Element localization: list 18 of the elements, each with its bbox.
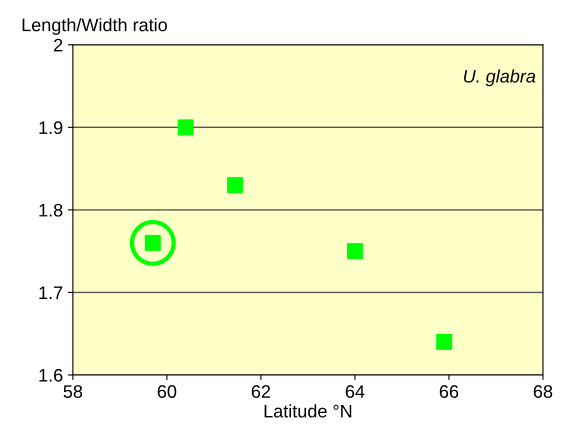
x-tick-label: 68 xyxy=(534,385,552,398)
x-tick-label: 58 xyxy=(64,385,82,398)
x-tick-label: 64 xyxy=(346,385,364,398)
x-axis-title: Latitude °N xyxy=(264,404,352,418)
y-axis-title: Length/Width ratio xyxy=(22,18,167,35)
point xyxy=(178,119,194,136)
x-tick-label: 60 xyxy=(158,385,176,398)
point xyxy=(346,243,363,260)
annotation: U. glabra xyxy=(464,69,536,86)
y-tick-label: 1.7 xyxy=(39,286,62,299)
y-tick-label: 1.9 xyxy=(39,121,62,134)
x-tick-label: 62 xyxy=(252,385,270,398)
y-tick-label: 2 xyxy=(54,38,62,52)
x-tick-label: 66 xyxy=(440,385,458,398)
point xyxy=(436,334,452,350)
point xyxy=(227,177,244,194)
y-tick-label: 1.8 xyxy=(39,204,62,217)
y-tick-label: 1.6 xyxy=(39,368,62,382)
